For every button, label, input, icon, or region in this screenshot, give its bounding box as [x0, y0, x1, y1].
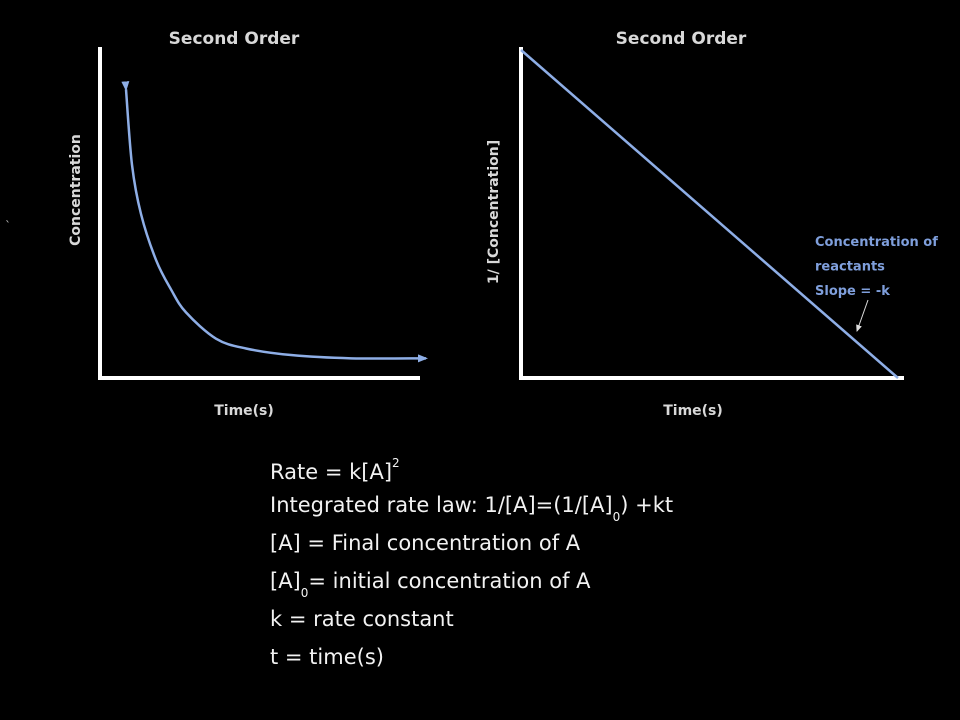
x-axis-label: Time(s)	[214, 403, 274, 419]
integrated-rate-law-text: Integrated rate law: 1/[A]=(1/[A]	[270, 493, 613, 517]
chart-title: Second Order	[169, 29, 300, 49]
integrated-rate-law: Integrated rate law: 1/[A]=(1/[A]0) +kt	[270, 488, 673, 526]
chart-title: Second Order	[616, 29, 747, 49]
integrated-rate-law-end: ) +kt	[620, 493, 674, 517]
rate-constant-def: k = rate constant	[270, 607, 454, 631]
initial-concentration-def: [A]0= initial concentration of A	[270, 564, 673, 602]
rate-equation-text: Rate = k[A]	[270, 460, 393, 484]
initial-symbol: [A]	[270, 569, 301, 593]
initial-concentration-text: = initial concentration of A	[308, 569, 591, 593]
y-axis-label: Concentration	[68, 134, 84, 246]
initial-subscript: 0	[300, 586, 309, 601]
annotation-label: Concentration of	[815, 235, 938, 250]
x-axis-label: Time(s)	[663, 403, 723, 419]
charts-canvas: Second Order Time(s) Concentration Second O…	[68, 29, 938, 419]
stray-mark: `	[5, 219, 11, 233]
y-axis-label: 1/ [Concentration]	[486, 140, 502, 284]
annotation-label: reactants	[815, 260, 885, 275]
annotation-label: Slope = -k	[815, 284, 890, 299]
final-concentration-def: [A] = Final concentration of A	[270, 531, 581, 555]
data-line	[121, 81, 428, 363]
rate-equation: Rate = k[A]2	[270, 450, 673, 488]
rate-exponent: 2	[392, 456, 400, 470]
data-line	[520, 49, 899, 379]
annotation-pointer	[856, 299, 869, 332]
time-def: t = time(s)	[270, 645, 384, 669]
integrated-subscript: 0	[612, 510, 621, 525]
formula-list: Rate = k[A]2 Integrated rate law: 1/[A]=…	[270, 450, 673, 678]
